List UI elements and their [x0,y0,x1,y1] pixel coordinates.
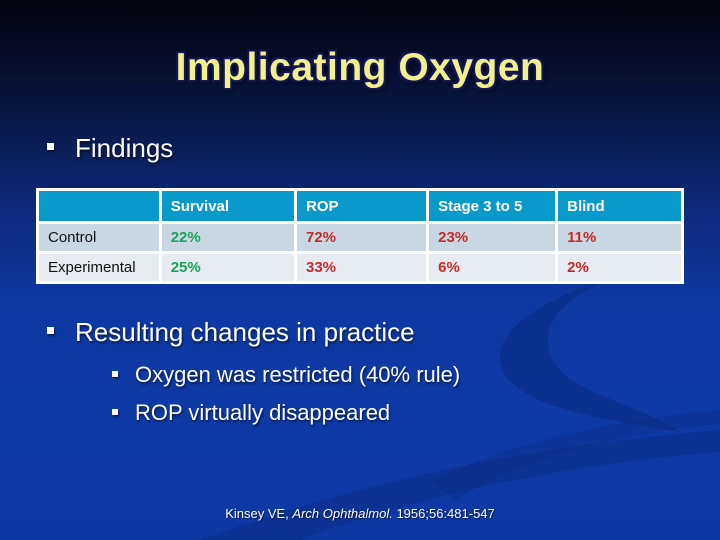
bullet-resulting-label: Resulting changes in practice [75,317,415,347]
bullet-findings-label: Findings [75,133,174,163]
table-header-row: Survival ROP Stage 3 to 5 Blind [39,191,681,221]
findings-table: Survival ROP Stage 3 to 5 Blind Control … [36,188,684,284]
bullet-square-icon [112,409,118,415]
citation-line: Kinsey VE, Arch Ophthalmol. 1956;56:481-… [0,506,720,521]
table-row-control: Control 22% 72% 23% 11% [39,224,681,251]
row-label-control: Control [39,224,159,251]
cell-experimental-rop: 33% [296,254,427,281]
cell-control-survival: 22% [161,224,294,251]
bullet-square-icon [112,371,118,377]
cell-control-stage: 23% [429,224,556,251]
citation-author: Kinsey VE, [225,506,293,521]
row-label-experimental: Experimental [39,254,159,281]
citation-journal: Arch Ophthalmol. [292,506,393,521]
table-header-empty [39,191,159,221]
cell-experimental-blind: 2% [558,254,681,281]
table-row-experimental: Experimental 25% 33% 6% 2% [39,254,681,281]
table-header-survival: Survival [161,191,294,221]
cell-experimental-survival: 25% [161,254,294,281]
sub-bullet-rop-disappeared: ROP virtually disappeared [112,400,390,426]
bullet-square-icon [47,327,54,334]
cell-control-blind: 11% [558,224,681,251]
sub-bullet-oxygen-restricted: Oxygen was restricted (40% rule) [112,362,460,388]
bullet-resulting-changes: Resulting changes in practice [47,317,415,348]
sub-bullet-oxygen-label: Oxygen was restricted (40% rule) [135,362,461,387]
table-header-rop: ROP [296,191,427,221]
citation-reference: 1956;56:481-547 [392,506,495,521]
table-header-stage: Stage 3 to 5 [429,191,556,221]
table-header-blind: Blind [558,191,681,221]
bullet-findings: Findings [47,133,173,164]
bullet-square-icon [47,143,54,150]
slide-title: Implicating Oxygen [175,46,545,89]
cell-control-rop: 72% [296,224,427,251]
sub-bullet-rop-label: ROP virtually disappeared [135,400,391,425]
cell-experimental-stage: 6% [429,254,556,281]
